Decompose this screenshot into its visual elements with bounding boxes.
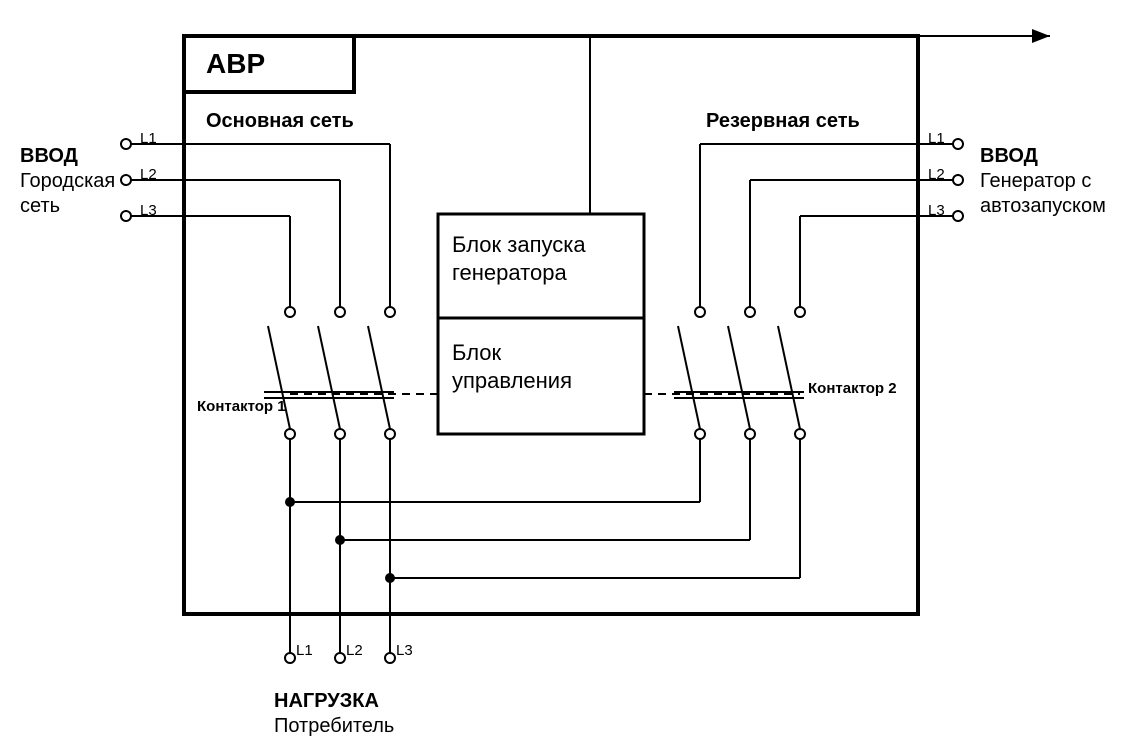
left-L3: L3 [140,202,157,219]
gen-1: Генератор с [980,170,1091,193]
bot-L3: L3 [396,642,413,659]
contactor-1: Контактор 1 [197,398,286,415]
block2-a: Блок [452,340,501,366]
load-label: НАГРУЗКА [274,690,379,713]
right-L2: L2 [928,166,945,183]
gen-2: автозапуском [980,195,1106,218]
left-L1: L1 [140,130,157,147]
label-reserve: Резервная сеть [706,110,860,133]
input-right: ВВОД [980,145,1038,168]
input-left: ВВОД [20,145,78,168]
block1-b: генератора [452,260,567,286]
contactor-2: Контактор 2 [808,380,897,397]
city-grid-1: Городская [20,170,115,193]
city-grid-2: сеть [20,195,60,218]
label-main: Основная сеть [206,110,354,133]
consumer-label: Потребитель [274,715,394,738]
right-L1: L1 [928,130,945,147]
right-L3: L3 [928,202,945,219]
title: АВР [206,48,265,80]
block2-b: управления [452,368,572,394]
bot-L2: L2 [346,642,363,659]
bot-L1: L1 [296,642,313,659]
left-L2: L2 [140,166,157,183]
block1-a: Блок запуска [452,232,586,258]
